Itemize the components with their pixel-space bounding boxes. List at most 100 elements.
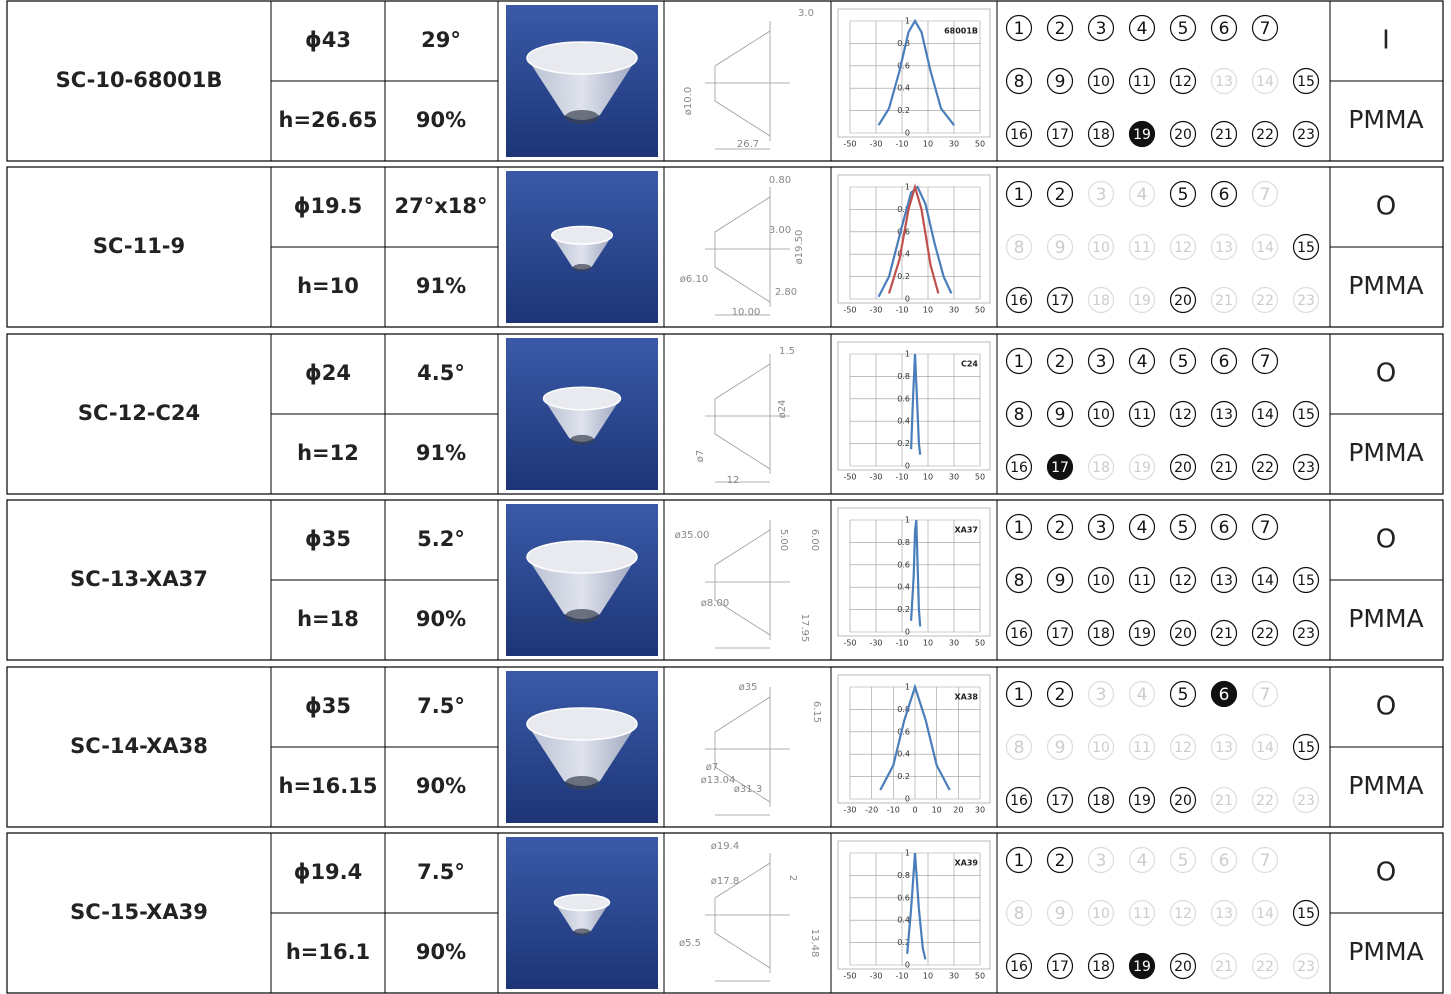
option-circle xyxy=(1005,400,1033,428)
option-number: 2 xyxy=(1055,19,1066,39)
dimension-label: ø7 xyxy=(706,762,718,773)
y-tick-label: 0.8 xyxy=(897,205,910,214)
chart-frame xyxy=(837,8,991,138)
dimension-label: ø17.8 xyxy=(711,876,739,887)
option-circle xyxy=(1251,733,1279,761)
option-circle xyxy=(1169,846,1197,874)
option-number: 13 xyxy=(1215,906,1233,922)
lens-body xyxy=(527,557,637,619)
option-circle xyxy=(1210,513,1238,541)
option-number: 8 xyxy=(1014,904,1025,924)
y-tick-label: 0.2 xyxy=(897,272,910,281)
option-number: 16 xyxy=(1010,793,1028,809)
option-circle xyxy=(1169,14,1197,42)
option-circle xyxy=(1128,733,1156,761)
option-number: 5 xyxy=(1178,185,1189,205)
y-tick-label: 0 xyxy=(905,295,910,304)
option-circle xyxy=(1292,67,1320,95)
option-number: 6 xyxy=(1219,518,1230,538)
option-number: 5 xyxy=(1178,851,1189,871)
chart-frame xyxy=(837,174,991,304)
option-number: 5 xyxy=(1178,19,1189,39)
option-number: 14 xyxy=(1256,240,1274,256)
option-number: 15 xyxy=(1297,407,1315,423)
option-circle xyxy=(1169,786,1197,814)
x-tick-label: -30 xyxy=(869,306,882,315)
option-number: 2 xyxy=(1055,685,1066,705)
x-tick-label: 30 xyxy=(949,140,959,149)
material: PMMA xyxy=(1348,604,1423,633)
option-circle xyxy=(1169,400,1197,428)
option-circle xyxy=(1169,619,1197,647)
beam-angle: 29° xyxy=(421,28,461,52)
option-circle xyxy=(1169,453,1197,481)
option-number: 12 xyxy=(1174,740,1192,756)
option-number: 11 xyxy=(1133,906,1151,922)
intensity-curve xyxy=(887,183,940,294)
option-circle xyxy=(1005,286,1033,314)
option-circle xyxy=(1251,846,1279,874)
option-number: 21 xyxy=(1215,460,1233,476)
option-number: 15 xyxy=(1297,740,1315,756)
option-circle xyxy=(1251,180,1279,208)
lens-tip xyxy=(570,434,594,445)
chart-frame xyxy=(837,674,991,804)
chart-label: 68001B xyxy=(944,27,978,36)
option-number: 7 xyxy=(1260,19,1271,39)
option-circle xyxy=(1128,680,1156,708)
option-circle xyxy=(1005,120,1033,148)
x-tick-label: 10 xyxy=(923,306,933,315)
dimension-label: ø13.04 xyxy=(701,775,736,786)
x-tick-label: 50 xyxy=(975,639,985,648)
y-tick-label: 1 xyxy=(905,849,910,858)
option-number: 3 xyxy=(1096,185,1107,205)
x-tick-label: -50 xyxy=(843,639,856,648)
option-circle xyxy=(1251,899,1279,927)
x-tick-label: -10 xyxy=(895,639,908,648)
option-circle xyxy=(1005,453,1033,481)
x-tick-label: 50 xyxy=(975,473,985,482)
x-tick-label: 50 xyxy=(975,306,985,315)
dimension-label: ø8.00 xyxy=(701,598,729,609)
option-number: 23 xyxy=(1297,793,1315,809)
option-circle xyxy=(1046,899,1074,927)
material: PMMA xyxy=(1348,937,1423,966)
lens-tip xyxy=(572,263,592,272)
lens-tip xyxy=(565,609,599,623)
option-number: 4 xyxy=(1137,685,1148,705)
option-circle xyxy=(1005,786,1033,814)
option-number: 6 xyxy=(1219,19,1230,39)
option-number: 21 xyxy=(1215,293,1233,309)
option-circle xyxy=(1210,566,1238,594)
option-number: 10 xyxy=(1092,407,1110,423)
option-number: 17 xyxy=(1051,626,1069,642)
x-tick-label: -50 xyxy=(843,972,856,981)
dimension-label: 6.15 xyxy=(811,701,822,723)
option-circle xyxy=(1005,733,1033,761)
option-number: 2 xyxy=(1055,851,1066,871)
option-circle xyxy=(1005,952,1033,980)
option-circle xyxy=(1005,619,1033,647)
option-number: 23 xyxy=(1297,626,1315,642)
product-name: SC-12-C24 xyxy=(78,401,200,425)
y-tick-label: 1 xyxy=(905,683,910,692)
option-circle xyxy=(1128,120,1156,148)
option-number: 15 xyxy=(1297,240,1315,256)
option-circle xyxy=(1128,899,1156,927)
option-circle xyxy=(1169,120,1197,148)
option-circle xyxy=(1251,67,1279,95)
option-number: 4 xyxy=(1137,19,1148,39)
dimension-label: ø5.5 xyxy=(679,938,701,949)
intensity-curve xyxy=(910,519,922,627)
option-circle xyxy=(1128,846,1156,874)
option-number: 21 xyxy=(1215,959,1233,975)
efficiency: 90% xyxy=(416,940,466,964)
option-number: 16 xyxy=(1010,293,1028,309)
option-circle xyxy=(1087,233,1115,261)
y-tick-label: 0.6 xyxy=(897,394,910,403)
option-number: 14 xyxy=(1256,573,1274,589)
x-tick-label: 10 xyxy=(923,473,933,482)
x-tick-label: 10 xyxy=(923,639,933,648)
lens-body xyxy=(527,58,637,120)
dimension-label: 3.0 xyxy=(798,8,814,19)
